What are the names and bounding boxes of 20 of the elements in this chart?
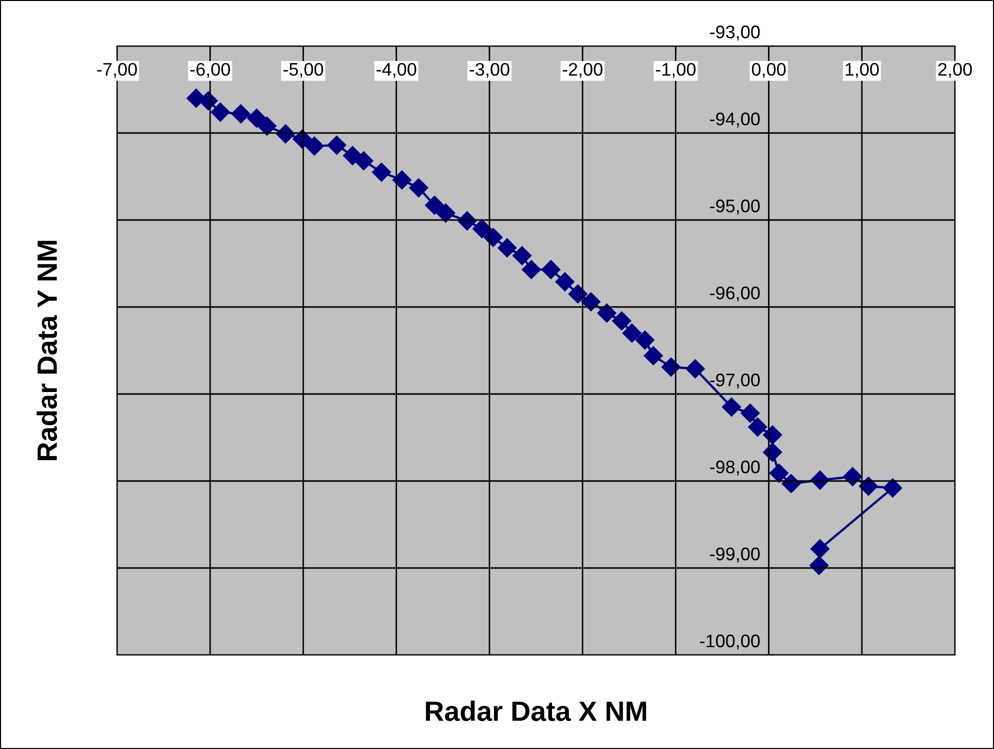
x-tick-label: 2,00 — [938, 62, 972, 78]
x-axis-title: Radar Data X NM — [426, 700, 646, 722]
x-tick-label: 1,00 — [846, 62, 879, 78]
x-tick-label: -6,00 — [190, 62, 230, 78]
x-tick-label: -1,00 — [656, 62, 696, 78]
y-tick-label: -99,00 — [710, 548, 760, 562]
y-tick-label: -95,00 — [710, 200, 760, 214]
y-tick-label: -93,00 — [710, 26, 760, 40]
y-tick-label: -94,00 — [710, 112, 760, 128]
y-tick-label: -98,00 — [710, 460, 760, 476]
x-tick-label: -7,00 — [97, 62, 137, 78]
y-tick-label: -100,00 — [700, 634, 760, 650]
x-tick-label: 0,00 — [752, 62, 786, 78]
y-tick-label: -96,00 — [710, 286, 760, 302]
x-tick-label: -5,00 — [283, 62, 324, 78]
x-tick-label: -4,00 — [376, 62, 416, 78]
y-tick-label: -97,00 — [710, 374, 760, 388]
y-axis-title: Radar Data Y NM — [36, 240, 58, 460]
x-tick-label: -3,00 — [470, 62, 510, 78]
x-tick-label: -2,00 — [562, 62, 602, 78]
